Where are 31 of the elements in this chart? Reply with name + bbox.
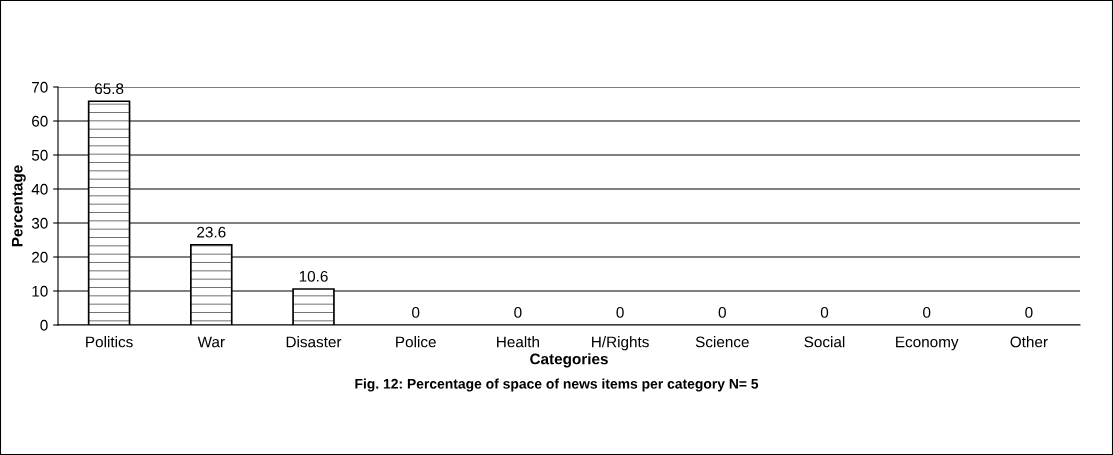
y-tick-label: 10	[32, 285, 48, 297]
x-tick-label: Police	[396, 336, 436, 348]
x-axis-title: Categories	[530, 353, 608, 368]
y-tick-label: 40	[31, 183, 48, 195]
x-tick-label: Science	[695, 336, 749, 348]
y-tick-label: 50	[31, 149, 48, 161]
x-tick-label: Politics	[86, 336, 133, 348]
data-label: 0	[616, 306, 624, 318]
data-label: 0	[923, 306, 931, 318]
data-label: 23.6	[197, 226, 226, 238]
x-tick-label: Economy	[896, 336, 959, 351]
y-tick-label: 30	[31, 217, 48, 229]
x-tick-label: Other	[1010, 336, 1048, 348]
text: Fig. 12: Percentage of space of news items per category N= 5	[355, 378, 759, 392]
data-label: 0	[718, 306, 726, 318]
y-tick-label: 20	[32, 251, 48, 263]
x-tick-label: War	[197, 336, 225, 348]
x-tick-label: Health	[497, 336, 539, 348]
x-tick-label: H/Rights	[592, 336, 649, 351]
data-label: 0	[1025, 306, 1033, 318]
data-label: 10.6	[299, 270, 328, 282]
data-label: 0	[514, 306, 522, 318]
data-label: 65.8	[95, 83, 124, 95]
y-tick-label: 60	[32, 115, 48, 127]
data-label: 0	[820, 306, 829, 318]
x-tick-label: Social	[804, 336, 845, 348]
data-label: 0	[412, 306, 420, 318]
y-axis-title: Percentage	[11, 165, 26, 247]
y-tick-label: 70	[32, 81, 48, 93]
x-tick-label: Disaster	[286, 336, 342, 348]
y-tick-label: 0	[40, 319, 48, 331]
